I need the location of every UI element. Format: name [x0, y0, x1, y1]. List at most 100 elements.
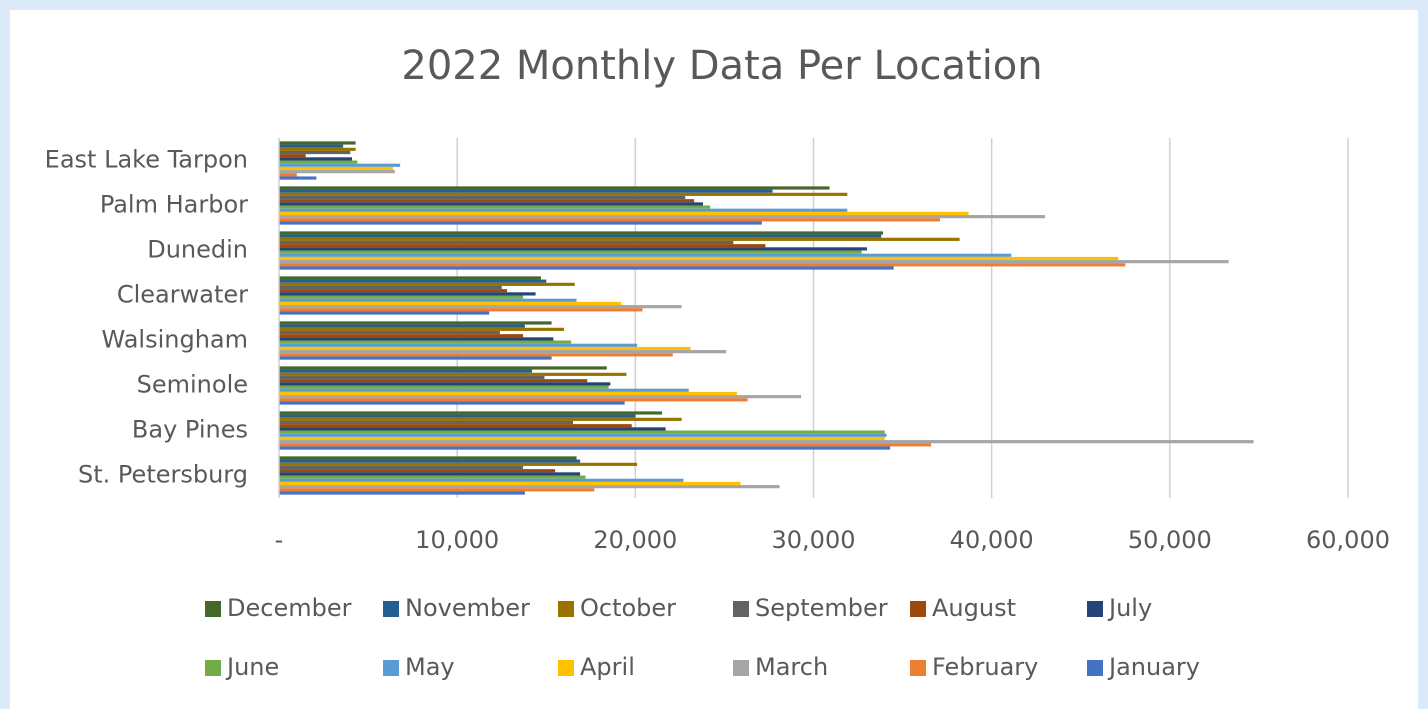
bar — [279, 334, 524, 338]
bar — [279, 321, 552, 325]
bar — [279, 330, 500, 335]
legend-label: November — [405, 594, 530, 622]
bar — [279, 263, 1126, 267]
y-tick-label: Palm Harbor — [100, 191, 248, 219]
bar — [279, 343, 638, 347]
bar — [279, 205, 711, 209]
bar — [279, 366, 607, 370]
bar — [279, 436, 885, 441]
bar — [279, 189, 773, 193]
bar — [279, 375, 545, 380]
y-tick-label: St. Petersburg — [78, 461, 248, 489]
bar — [279, 292, 536, 296]
legend-label: March — [755, 653, 828, 681]
legend-swatch — [558, 601, 574, 617]
bar — [279, 199, 695, 203]
bar — [279, 465, 524, 470]
bar — [279, 221, 762, 225]
bar — [279, 472, 581, 476]
bar — [279, 308, 643, 312]
x-tick-label: 50,000 — [1128, 526, 1212, 554]
bar — [279, 157, 353, 161]
bar — [279, 491, 525, 495]
legend-swatch — [205, 660, 221, 676]
x-tick-label: 60,000 — [1306, 526, 1390, 554]
chart-area — [10, 10, 1418, 709]
bar — [279, 202, 704, 206]
bar — [279, 395, 802, 399]
bar — [279, 141, 356, 145]
legend-swatch — [205, 601, 221, 617]
y-tick-label: Clearwater — [117, 281, 248, 309]
bar — [279, 176, 317, 180]
bar — [279, 440, 1254, 444]
bar — [279, 485, 780, 489]
bar — [279, 388, 689, 392]
legend-swatch — [1087, 601, 1103, 617]
x-tick-label: 30,000 — [772, 526, 856, 554]
bar — [279, 163, 401, 167]
bar — [279, 237, 960, 241]
legend-label: July — [1107, 594, 1152, 622]
bar — [279, 279, 547, 283]
bar — [279, 433, 887, 437]
bar — [279, 469, 556, 473]
y-tick-label: Dunedin — [147, 236, 248, 264]
x-tick-label: 40,000 — [950, 526, 1034, 554]
legend-swatch — [558, 660, 574, 676]
bar — [279, 346, 691, 351]
bar — [279, 459, 581, 463]
bar — [279, 166, 394, 171]
bar — [279, 192, 848, 196]
bar — [279, 282, 575, 286]
bar — [279, 266, 894, 270]
bar — [279, 369, 532, 373]
bar — [279, 327, 565, 331]
bar — [279, 160, 358, 164]
bar — [279, 305, 682, 309]
legend-label: October — [580, 594, 676, 622]
bar — [279, 298, 577, 302]
legend-label: April — [580, 653, 635, 681]
bar — [279, 337, 554, 341]
bar — [279, 240, 734, 245]
bar — [279, 147, 356, 151]
legend-swatch — [733, 660, 749, 676]
legend-swatch — [1087, 660, 1103, 676]
bar — [279, 379, 588, 383]
bar — [279, 231, 883, 235]
bar — [279, 478, 684, 482]
bar — [279, 462, 638, 466]
legend-label: August — [932, 594, 1016, 622]
x-tick-label: 20,000 — [593, 526, 677, 554]
bar — [279, 481, 741, 486]
bar — [279, 170, 395, 174]
bar — [279, 456, 577, 460]
bar — [279, 382, 611, 386]
y-tick-label: Bay Pines — [132, 416, 248, 444]
bar — [279, 234, 882, 238]
bar — [279, 150, 351, 155]
bar — [279, 215, 1046, 219]
bar — [279, 401, 625, 405]
bar — [279, 186, 830, 190]
bar — [279, 430, 885, 434]
bar — [279, 311, 490, 315]
bar — [279, 488, 595, 492]
bar — [279, 353, 673, 357]
bar — [279, 154, 306, 158]
bar — [279, 446, 891, 450]
legend-swatch — [910, 660, 926, 676]
bar — [279, 173, 297, 177]
legend-label: September — [755, 594, 888, 622]
legend-label: February — [932, 653, 1038, 681]
bar — [279, 350, 727, 354]
bar — [279, 295, 524, 299]
legend-label: June — [225, 653, 279, 681]
bar — [279, 253, 1012, 257]
bar — [279, 144, 344, 148]
bar — [279, 285, 502, 290]
bar — [279, 195, 686, 200]
